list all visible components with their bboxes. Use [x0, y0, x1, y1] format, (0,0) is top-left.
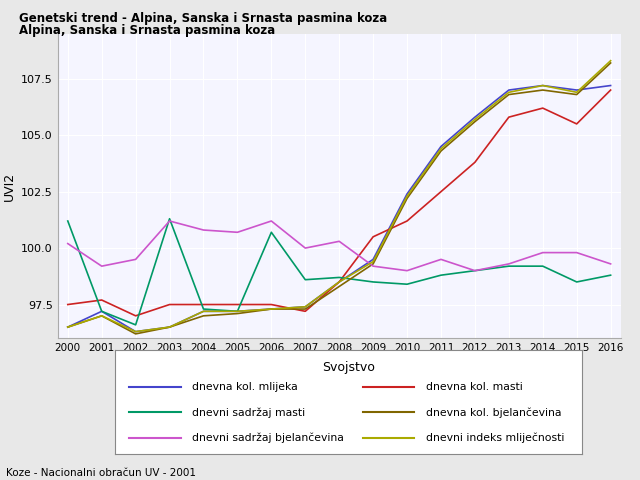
Text: dnevni sadržaj masti: dnevni sadržaj masti — [192, 407, 305, 418]
X-axis label: Godina rođenja: Godina rođenja — [291, 359, 387, 372]
Text: dnevna kol. bjelančevina: dnevna kol. bjelančevina — [426, 407, 561, 418]
Text: Alpina, Sanska i Srnasta pasmina koza: Alpina, Sanska i Srnasta pasmina koza — [19, 24, 275, 37]
Text: Genetski trend - Alpina, Sanska i Srnasta pasmina koza: Genetski trend - Alpina, Sanska i Srnast… — [19, 12, 387, 25]
Text: dnevni indeks mliječnosti: dnevni indeks mliječnosti — [426, 433, 564, 444]
Text: dnevna kol. masti: dnevna kol. masti — [426, 382, 523, 392]
Text: Koze - Nacionalni obračun UV - 2001: Koze - Nacionalni obračun UV - 2001 — [6, 468, 196, 478]
Y-axis label: UVI2: UVI2 — [3, 171, 15, 201]
Text: Svojstvo: Svojstvo — [323, 361, 375, 374]
Text: dnevni sadržaj bjelančevina: dnevni sadržaj bjelančevina — [192, 433, 344, 444]
Text: dnevna kol. mlijeka: dnevna kol. mlijeka — [192, 382, 298, 392]
